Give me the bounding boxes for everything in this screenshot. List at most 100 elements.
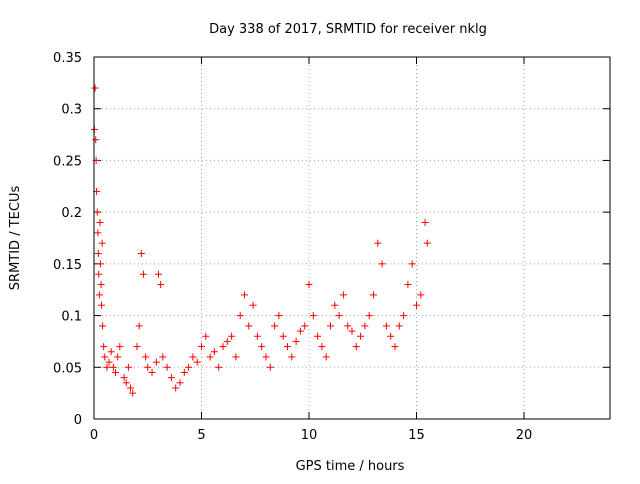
data-point <box>288 353 296 361</box>
data-point <box>180 368 188 376</box>
data-point <box>292 337 300 345</box>
data-point <box>93 208 101 216</box>
data-point <box>296 327 304 335</box>
data-point <box>176 379 184 387</box>
data-point <box>370 291 377 299</box>
data-point <box>96 218 104 226</box>
data-point <box>258 343 266 351</box>
data-points <box>90 84 431 397</box>
data-point <box>135 322 143 330</box>
data-point <box>163 363 171 371</box>
data-point <box>365 312 373 320</box>
data-point <box>159 353 167 361</box>
data-point <box>279 332 287 340</box>
data-point <box>339 291 347 299</box>
data-point <box>318 343 326 351</box>
data-point <box>155 270 162 278</box>
grid-lines <box>94 57 610 419</box>
data-point <box>413 301 420 309</box>
y-tick-label: 0.1 <box>61 310 82 325</box>
data-point <box>223 337 231 345</box>
data-point <box>378 260 386 268</box>
x-tick-label: 5 <box>197 428 205 443</box>
axis-ticks <box>93 56 610 420</box>
data-point <box>120 374 128 382</box>
data-point <box>133 343 141 351</box>
x-tick-label: 0 <box>90 428 98 443</box>
data-point <box>301 322 309 330</box>
data-point <box>305 281 313 289</box>
y-tick-label: 0.2 <box>61 206 82 221</box>
data-point <box>275 312 283 320</box>
data-point <box>98 239 106 247</box>
data-point <box>112 368 119 376</box>
data-point <box>152 358 160 366</box>
data-point <box>101 353 109 361</box>
data-point <box>215 363 223 371</box>
data-point <box>423 239 431 247</box>
data-point <box>172 384 180 392</box>
data-point <box>105 358 113 366</box>
data-point <box>100 343 108 351</box>
data-point <box>327 322 334 330</box>
data-point <box>167 374 175 382</box>
data-point <box>361 322 369 330</box>
x-axis-label: GPS time / hours <box>296 459 405 474</box>
data-point <box>253 332 261 340</box>
data-point <box>97 281 105 289</box>
y-tick-label: 0.35 <box>53 51 82 66</box>
data-point <box>262 353 270 361</box>
data-point <box>124 363 132 371</box>
data-point <box>421 218 429 226</box>
data-point <box>99 322 107 330</box>
data-point <box>241 291 248 299</box>
data-point <box>148 368 156 376</box>
data-point <box>127 384 135 392</box>
data-point <box>189 353 197 361</box>
data-point <box>232 353 240 361</box>
data-point <box>314 332 322 340</box>
data-point <box>129 389 137 397</box>
y-tick-label: 0.25 <box>53 154 82 169</box>
data-point <box>284 343 291 351</box>
data-point <box>352 343 360 351</box>
data-point <box>98 301 106 309</box>
data-point <box>228 332 236 340</box>
data-point <box>335 312 343 320</box>
data-point <box>322 353 330 361</box>
data-point <box>210 348 218 356</box>
y-tick-label: 0 <box>74 413 82 428</box>
data-point <box>271 322 279 330</box>
data-point <box>266 363 274 371</box>
data-point <box>387 332 395 340</box>
y-axis-label: SRMTID / TECUs <box>8 186 23 291</box>
data-point <box>95 291 103 299</box>
data-point <box>219 343 227 351</box>
data-point <box>107 348 115 356</box>
data-point <box>114 353 122 361</box>
data-point <box>157 281 165 289</box>
data-point <box>417 291 425 299</box>
data-point <box>95 270 103 278</box>
data-point <box>144 363 152 371</box>
x-tick-label: 20 <box>516 428 533 443</box>
data-point <box>348 327 356 335</box>
data-point <box>374 239 382 247</box>
data-point <box>245 322 253 330</box>
data-point <box>331 301 339 309</box>
data-point <box>94 229 102 237</box>
data-point <box>137 250 145 258</box>
y-tick-label: 0.3 <box>61 103 82 118</box>
data-point <box>109 363 117 371</box>
data-point <box>103 363 111 371</box>
data-point <box>116 343 124 351</box>
data-point <box>96 260 104 268</box>
data-point <box>206 353 214 361</box>
data-point <box>395 322 403 330</box>
x-tick-label: 10 <box>301 428 318 443</box>
data-point <box>400 312 408 320</box>
data-point <box>408 260 416 268</box>
data-point <box>139 270 147 278</box>
